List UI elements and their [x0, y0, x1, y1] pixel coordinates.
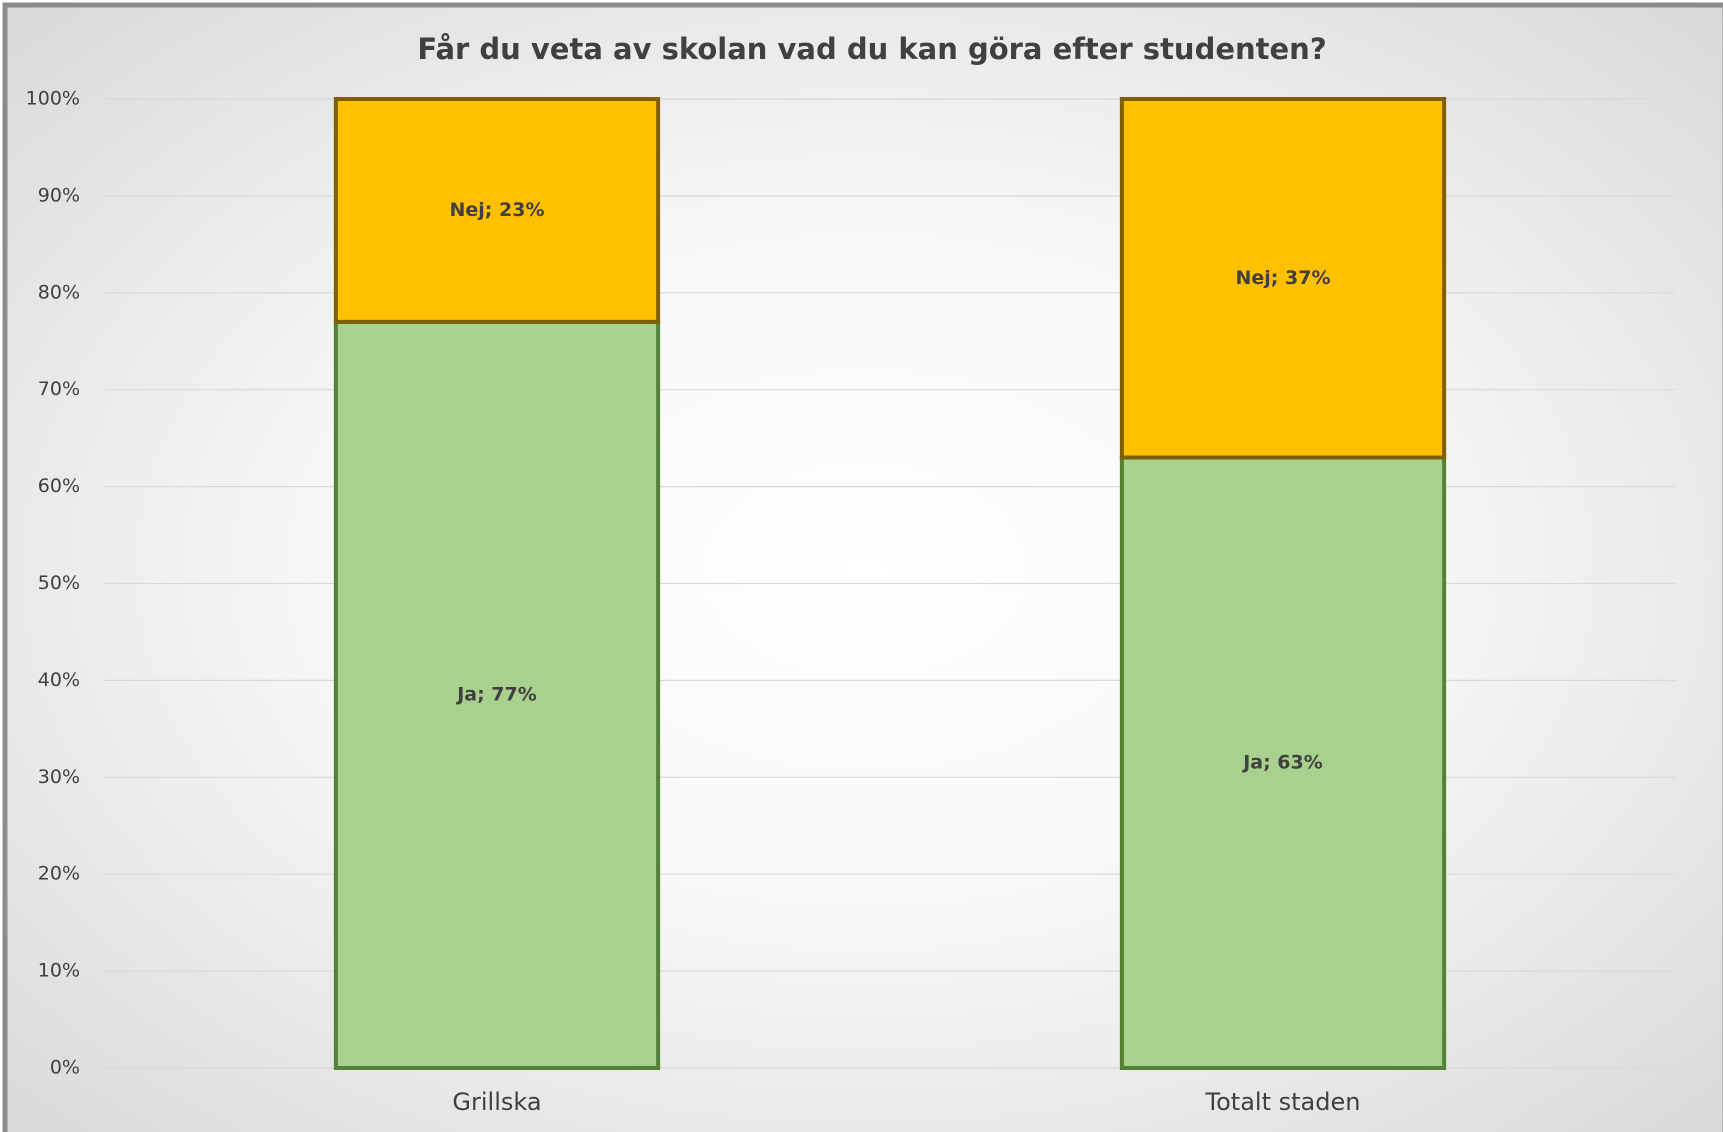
data-label: Nej; 23%: [450, 199, 545, 221]
x-tick-label: Totalt staden: [1205, 1088, 1361, 1116]
chart-title: Får du veta av skolan vad du kan göra ef…: [417, 32, 1326, 66]
y-tick-label: 50%: [38, 572, 80, 594]
data-label: Ja; 77%: [455, 683, 537, 705]
bar-segment: [1119, 97, 1447, 460]
bar-segment: [333, 97, 661, 324]
y-tick-label: 20%: [38, 863, 80, 885]
data-label: Nej; 37%: [1236, 267, 1331, 289]
y-tick-label: 10%: [38, 960, 80, 982]
x-tick-label: Grillska: [452, 1088, 541, 1116]
bar-segment: [333, 319, 661, 1070]
y-tick-label: 90%: [38, 184, 80, 206]
y-tick-label: 80%: [38, 281, 80, 303]
data-label: Ja; 63%: [1241, 751, 1323, 773]
y-tick-label: 0%: [50, 1057, 80, 1079]
y-tick-label: 40%: [38, 669, 80, 691]
y-tick-label: 100%: [26, 88, 80, 110]
y-tick-label: 60%: [38, 475, 80, 497]
y-tick-label: 70%: [38, 378, 80, 400]
y-tick-label: 30%: [38, 766, 80, 788]
bar-segment: [1119, 455, 1447, 1070]
